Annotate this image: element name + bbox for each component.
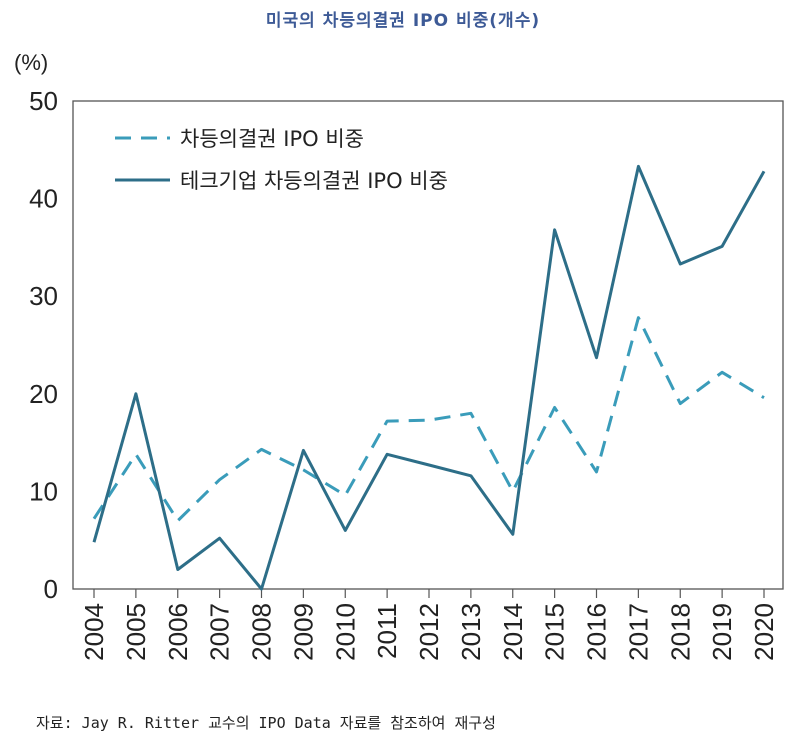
x-tick-label: 2018 bbox=[665, 603, 695, 661]
x-tick-label: 2004 bbox=[79, 603, 109, 661]
x-tick-label: 2012 bbox=[414, 603, 444, 661]
legend-label-tech: 테크기업 차등의결권 IPO 비중 bbox=[180, 169, 448, 193]
series-line-tech-dual-class bbox=[92, 164, 766, 591]
x-tick-label: 2020 bbox=[749, 603, 779, 661]
y-tick-label: 0 bbox=[44, 574, 58, 604]
x-tick-label: 2008 bbox=[247, 603, 277, 661]
y-tick-label: 30 bbox=[29, 281, 58, 311]
x-tick-label: 2017 bbox=[623, 603, 653, 661]
y-axis-ticks: 0 10 20 30 40 50 bbox=[29, 86, 58, 604]
plot-frame bbox=[72, 100, 784, 590]
x-tick-label: 2016 bbox=[582, 603, 612, 661]
y-tick-label: 40 bbox=[29, 184, 58, 214]
chart-title: 미국의 차등의결권 IPO 비중(개수) bbox=[265, 11, 541, 31]
y-tick-label: 20 bbox=[29, 379, 58, 409]
x-tick-label: 2019 bbox=[707, 603, 737, 661]
x-tick-label: 2009 bbox=[288, 603, 318, 661]
x-tick-label: 2006 bbox=[163, 603, 193, 661]
x-tick-label: 2014 bbox=[498, 603, 528, 661]
y-tick-label: 10 bbox=[29, 476, 58, 506]
x-tick-label: 2005 bbox=[121, 603, 151, 661]
x-axis-ticks: 2004 2005 2006 2007 2008 2009 2010 2011 2012 2013… bbox=[79, 589, 779, 661]
x-tick-label: 2007 bbox=[205, 603, 235, 661]
x-tick-label: 2015 bbox=[540, 603, 570, 661]
source-note: 자료: Jay R. Ritter 교수의 IPO Data 자료를 참조하여 … bbox=[36, 714, 496, 732]
y-tick-label: 50 bbox=[29, 86, 58, 116]
y-axis-unit-label: (%) bbox=[14, 50, 48, 75]
x-tick-label: 2011 bbox=[372, 603, 402, 659]
legend: 차등의결권 IPO 비중 테크기업 차등의결권 IPO 비중 bbox=[115, 127, 448, 193]
x-tick-label: 2010 bbox=[330, 603, 360, 661]
x-tick-label: 2013 bbox=[456, 603, 486, 661]
series-line-all-dual-class bbox=[92, 316, 765, 523]
legend-label-all: 차등의결권 IPO 비중 bbox=[180, 127, 364, 151]
series-layer bbox=[92, 164, 766, 591]
